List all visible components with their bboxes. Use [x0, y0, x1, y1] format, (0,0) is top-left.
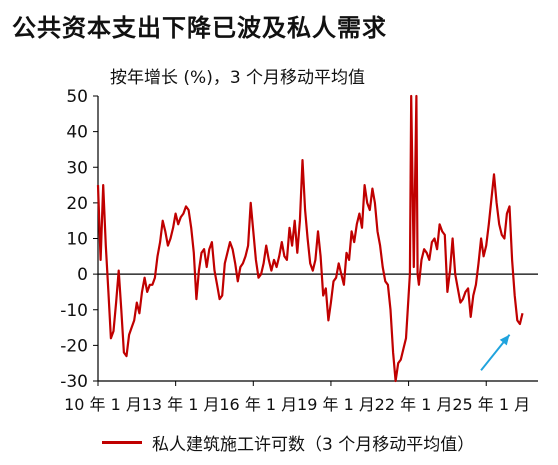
- x-tick-label: 22 年 1 月: [375, 395, 453, 414]
- x-axis-ticks: 10 年 1 月 13 年 1 月 16 年 1 月 19 年 1 月 22 年 1 月…: [64, 381, 530, 414]
- y-tick-label: 20: [66, 194, 88, 214]
- legend-swatch: [102, 441, 142, 444]
- series-layer: [96, 94, 524, 383]
- y-tick-label: 10: [66, 230, 88, 250]
- legend-label: 私人建筑施工许可数（3 个月移动平均值）: [152, 435, 475, 455]
- legend: 私人建筑施工许可数（3 个月移动平均值）: [102, 430, 474, 455]
- chart-subtitle: 按年增长 (%)，3 个月移动平均值: [110, 68, 366, 88]
- y-tick-label: -30: [60, 372, 88, 392]
- x-tick-label: 16 年 1 月: [219, 395, 297, 414]
- annotation-arrow-head: [499, 334, 510, 346]
- x-tick-label: 10 年 1 月: [64, 395, 142, 414]
- series-line: [96, 94, 524, 383]
- x-tick-label: 25 年 1 月: [452, 395, 530, 414]
- y-tick-label: 40: [66, 123, 88, 143]
- y-axis-ticks: 50 40 30 20 10 0 -10 -20 -30: [60, 87, 98, 392]
- y-tick-label: 50: [66, 87, 88, 107]
- y-tick-label: -10: [60, 301, 88, 321]
- annotation-layer: [480, 334, 511, 371]
- chart-title: 公共资本支出下降已波及私人需求: [12, 14, 387, 42]
- x-tick-label: 19 年 1 月: [297, 395, 375, 414]
- y-tick-label: 30: [66, 158, 88, 178]
- x-tick-label: 13 年 1 月: [142, 395, 220, 414]
- y-tick-label: 0: [77, 265, 88, 285]
- y-tick-label: -20: [60, 336, 88, 356]
